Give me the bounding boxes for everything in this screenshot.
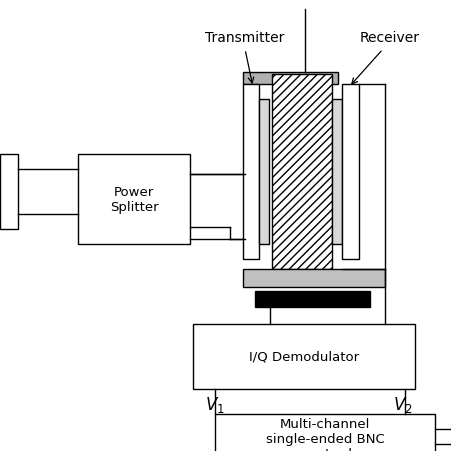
Bar <box>0 155 18 230</box>
Bar <box>272 75 331 269</box>
Bar <box>193 324 414 389</box>
Text: Transmitter: Transmitter <box>205 31 284 45</box>
Text: Power
Splitter: Power Splitter <box>110 186 158 213</box>
Bar <box>243 85 258 259</box>
Bar <box>243 269 384 287</box>
Text: I/Q Demodulator: I/Q Demodulator <box>249 350 358 363</box>
Bar <box>254 291 369 307</box>
Bar <box>331 100 341 244</box>
Text: $V_1$: $V_1$ <box>205 394 224 414</box>
Bar <box>243 73 337 85</box>
Bar <box>78 155 189 244</box>
Bar <box>215 414 434 451</box>
Text: $V_2$: $V_2$ <box>392 394 412 414</box>
Text: Multi-channel
single-ended BNC
connector box: Multi-channel single-ended BNC connector… <box>265 418 383 451</box>
Bar <box>341 85 358 259</box>
Text: Receiver: Receiver <box>359 31 419 45</box>
Bar <box>258 100 268 244</box>
